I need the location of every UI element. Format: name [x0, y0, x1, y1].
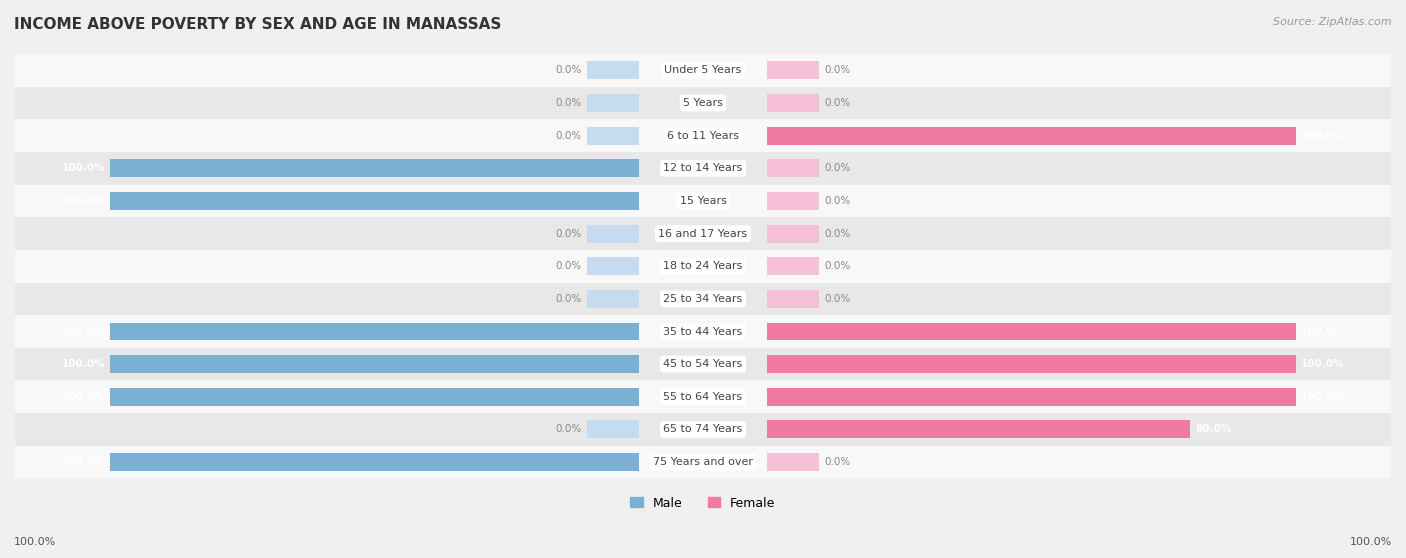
- Bar: [15, 185, 1391, 217]
- Bar: [15, 446, 1391, 478]
- Text: 0.0%: 0.0%: [555, 98, 581, 108]
- Text: 100.0%: 100.0%: [1301, 131, 1344, 141]
- Text: 16 and 17 Years: 16 and 17 Years: [658, 229, 748, 239]
- Text: 80.0%: 80.0%: [1195, 425, 1232, 435]
- Text: 0.0%: 0.0%: [825, 261, 851, 271]
- Text: 0.0%: 0.0%: [555, 261, 581, 271]
- Text: 0.0%: 0.0%: [555, 65, 581, 75]
- Text: 100.0%: 100.0%: [1301, 392, 1344, 402]
- Bar: [766, 61, 820, 79]
- Text: 35 to 44 Years: 35 to 44 Years: [664, 326, 742, 336]
- Text: 6 to 11 Years: 6 to 11 Years: [666, 131, 740, 141]
- Text: Source: ZipAtlas.com: Source: ZipAtlas.com: [1274, 17, 1392, 27]
- Text: 18 to 24 Years: 18 to 24 Years: [664, 261, 742, 271]
- Text: 100.0%: 100.0%: [62, 326, 105, 336]
- Bar: [110, 453, 640, 471]
- Bar: [586, 225, 640, 243]
- Text: 15 Years: 15 Years: [679, 196, 727, 206]
- Text: 75 Years and over: 75 Years and over: [652, 457, 754, 467]
- Bar: [15, 54, 1391, 86]
- Bar: [110, 355, 640, 373]
- Bar: [766, 420, 1189, 439]
- Bar: [15, 348, 1391, 381]
- Bar: [766, 323, 1296, 340]
- Bar: [110, 192, 640, 210]
- Bar: [586, 257, 640, 275]
- Text: 100.0%: 100.0%: [62, 163, 105, 174]
- Bar: [15, 250, 1391, 282]
- Bar: [766, 94, 820, 112]
- Text: 0.0%: 0.0%: [825, 229, 851, 239]
- Bar: [110, 388, 640, 406]
- Bar: [15, 152, 1391, 185]
- Text: Under 5 Years: Under 5 Years: [665, 65, 741, 75]
- Bar: [766, 192, 820, 210]
- Text: 0.0%: 0.0%: [825, 196, 851, 206]
- Bar: [586, 290, 640, 308]
- Text: 25 to 34 Years: 25 to 34 Years: [664, 294, 742, 304]
- Text: 100.0%: 100.0%: [1301, 359, 1344, 369]
- Text: INCOME ABOVE POVERTY BY SEX AND AGE IN MANASSAS: INCOME ABOVE POVERTY BY SEX AND AGE IN M…: [14, 17, 502, 32]
- Text: 100.0%: 100.0%: [1350, 537, 1392, 547]
- Bar: [15, 413, 1391, 446]
- Bar: [766, 160, 820, 177]
- Text: 0.0%: 0.0%: [825, 294, 851, 304]
- Bar: [766, 355, 1296, 373]
- Legend: Male, Female: Male, Female: [626, 492, 780, 514]
- Text: 0.0%: 0.0%: [825, 163, 851, 174]
- Text: 0.0%: 0.0%: [825, 457, 851, 467]
- Text: 45 to 54 Years: 45 to 54 Years: [664, 359, 742, 369]
- Bar: [766, 257, 820, 275]
- Bar: [15, 381, 1391, 413]
- Text: 0.0%: 0.0%: [825, 65, 851, 75]
- Text: 100.0%: 100.0%: [62, 392, 105, 402]
- Text: 55 to 64 Years: 55 to 64 Years: [664, 392, 742, 402]
- Text: 0.0%: 0.0%: [555, 294, 581, 304]
- Bar: [110, 160, 640, 177]
- Text: 5 Years: 5 Years: [683, 98, 723, 108]
- Bar: [586, 127, 640, 145]
- Text: 12 to 14 Years: 12 to 14 Years: [664, 163, 742, 174]
- Text: 100.0%: 100.0%: [62, 196, 105, 206]
- Bar: [766, 127, 1296, 145]
- Bar: [15, 315, 1391, 348]
- Text: 0.0%: 0.0%: [825, 98, 851, 108]
- Text: 100.0%: 100.0%: [62, 457, 105, 467]
- Text: 65 to 74 Years: 65 to 74 Years: [664, 425, 742, 435]
- Bar: [15, 119, 1391, 152]
- Bar: [766, 453, 820, 471]
- Bar: [586, 61, 640, 79]
- Bar: [586, 420, 640, 439]
- Bar: [15, 86, 1391, 119]
- Bar: [766, 225, 820, 243]
- Bar: [766, 388, 1296, 406]
- Text: 0.0%: 0.0%: [555, 131, 581, 141]
- Text: 100.0%: 100.0%: [62, 359, 105, 369]
- Text: 100.0%: 100.0%: [14, 537, 56, 547]
- Text: 0.0%: 0.0%: [555, 229, 581, 239]
- Bar: [110, 323, 640, 340]
- Bar: [15, 217, 1391, 250]
- Text: 100.0%: 100.0%: [1301, 326, 1344, 336]
- Bar: [766, 290, 820, 308]
- Text: 0.0%: 0.0%: [555, 425, 581, 435]
- Bar: [15, 282, 1391, 315]
- Bar: [586, 94, 640, 112]
